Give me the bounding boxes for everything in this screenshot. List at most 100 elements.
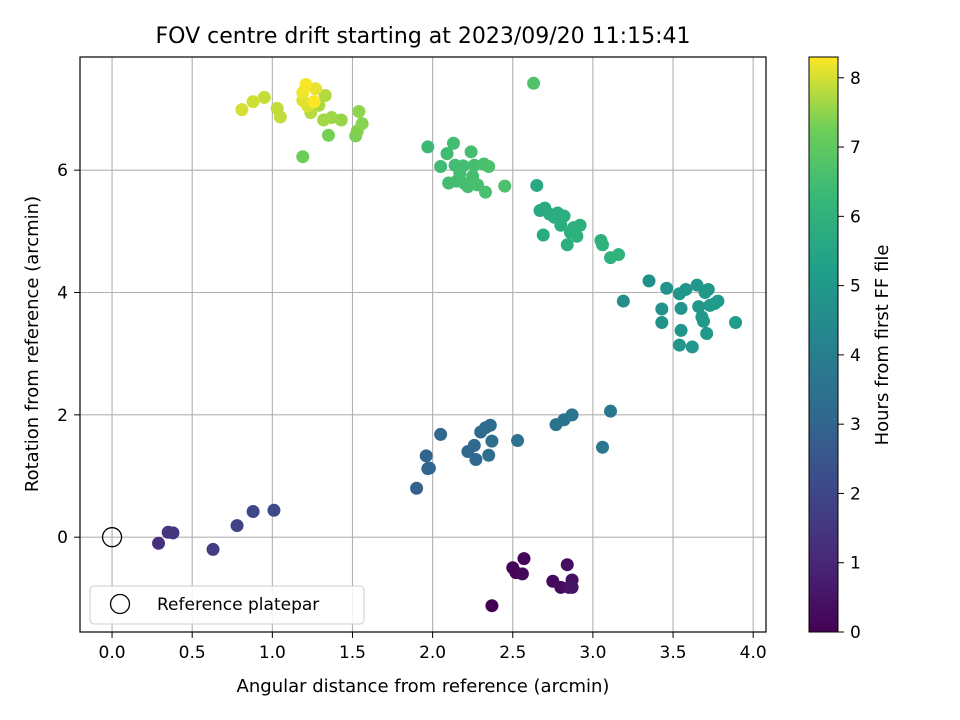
data-point [299, 78, 313, 92]
data-point [483, 418, 497, 432]
data-point [230, 519, 244, 533]
data-point [557, 209, 571, 223]
x-tick-label: 0.0 [99, 643, 126, 663]
x-tick-label: 0.5 [179, 643, 206, 663]
data-point [674, 301, 688, 315]
data-point [246, 95, 260, 109]
data-point [527, 76, 541, 90]
data-point [655, 315, 669, 329]
data-point [560, 238, 574, 252]
y-tick-label: 4 [57, 284, 68, 304]
colorbar-tick-label: 3 [850, 415, 861, 435]
reference-marker [101, 527, 123, 548]
data-point [421, 140, 435, 154]
data-point [530, 178, 544, 192]
data-point [536, 228, 550, 242]
data-point [482, 159, 496, 173]
data-point [355, 117, 369, 131]
x-tick-label: 1.0 [259, 643, 286, 663]
y-tick-label: 6 [57, 161, 68, 181]
data-point [318, 89, 332, 103]
data-point [270, 101, 284, 115]
data-point [467, 158, 481, 172]
data-point [479, 185, 493, 199]
data-point [419, 449, 433, 463]
data-point [422, 461, 436, 475]
reference-marker-group [101, 527, 123, 548]
legend-box [89, 585, 365, 625]
data-point [469, 453, 483, 466]
data-point [352, 104, 366, 118]
data-point [570, 229, 584, 243]
y-tick-label: 2 [57, 406, 68, 426]
data-point [446, 136, 460, 150]
data-point [565, 580, 579, 594]
colorbar-tick-label: 4 [850, 346, 861, 366]
data-point [434, 427, 448, 441]
data-point [672, 338, 686, 352]
data-point [604, 404, 618, 418]
data-point [616, 294, 630, 308]
colorbar-tick-label: 6 [850, 207, 861, 227]
data-point [152, 536, 166, 550]
data-point [267, 503, 281, 517]
x-tick-label: 4.0 [740, 643, 767, 663]
data-point [692, 300, 706, 314]
legend: Reference platepar [89, 585, 365, 625]
data-point [517, 552, 531, 566]
data-point [729, 315, 743, 329]
data-point [711, 294, 725, 308]
plot-frame [79, 56, 767, 633]
data-point [482, 448, 496, 462]
data-point [498, 179, 512, 193]
colorbar-tick-label: 1 [850, 554, 861, 574]
x-ticks: 0.0 0.5 1.0 1.5 2.0 2.5 3.0 3.5 4.0 [99, 632, 767, 663]
data-point [596, 238, 610, 252]
data-point [440, 147, 454, 161]
legend-marker [109, 593, 131, 615]
data-point [464, 145, 478, 159]
colorbar-tick-label: 8 [850, 69, 861, 89]
data-point [246, 504, 260, 518]
data-point [511, 434, 525, 448]
data-point [596, 440, 610, 454]
data-point [317, 113, 331, 127]
x-axis-label: Angular distance from reference (arcmin) [237, 676, 610, 697]
data-point [296, 150, 310, 164]
x-tick-label: 1.5 [339, 643, 366, 663]
data-point [560, 558, 574, 572]
colorbar-tick-label: 7 [850, 138, 861, 158]
data-point [573, 218, 587, 232]
legend-label: Reference platepar [157, 595, 319, 615]
data-point [461, 180, 475, 194]
y-ticks: 0 2 4 6 [57, 161, 80, 548]
data-point [166, 526, 180, 540]
y-axis-label: Rotation from reference (arcmin) [22, 196, 43, 492]
data-point [685, 340, 699, 354]
x-tick-label: 3.0 [579, 643, 606, 663]
data-point [701, 282, 715, 296]
colorbar-gradient [808, 56, 839, 633]
data-point [410, 481, 424, 495]
data-point [321, 128, 335, 142]
data-point [434, 159, 448, 173]
data-point [307, 95, 321, 109]
x-tick-label: 2.0 [419, 643, 446, 663]
colorbar-tick-label: 5 [850, 277, 861, 297]
data-point [456, 159, 470, 173]
colorbar-ticks: 0 1 2 3 4 5 6 7 8 [838, 69, 861, 643]
data-point [485, 434, 499, 448]
data-point [660, 281, 674, 295]
x-tick-label: 2.5 [499, 643, 526, 663]
data-point [515, 567, 529, 581]
colorbar-tick-label: 0 [850, 623, 861, 643]
data-point [679, 282, 693, 296]
data-point [674, 323, 688, 337]
data-point [696, 314, 710, 328]
data-point [257, 90, 271, 104]
colorbar-tick-label: 2 [850, 484, 861, 504]
data-points [152, 76, 743, 613]
data-point [655, 302, 669, 316]
data-point [206, 542, 220, 556]
